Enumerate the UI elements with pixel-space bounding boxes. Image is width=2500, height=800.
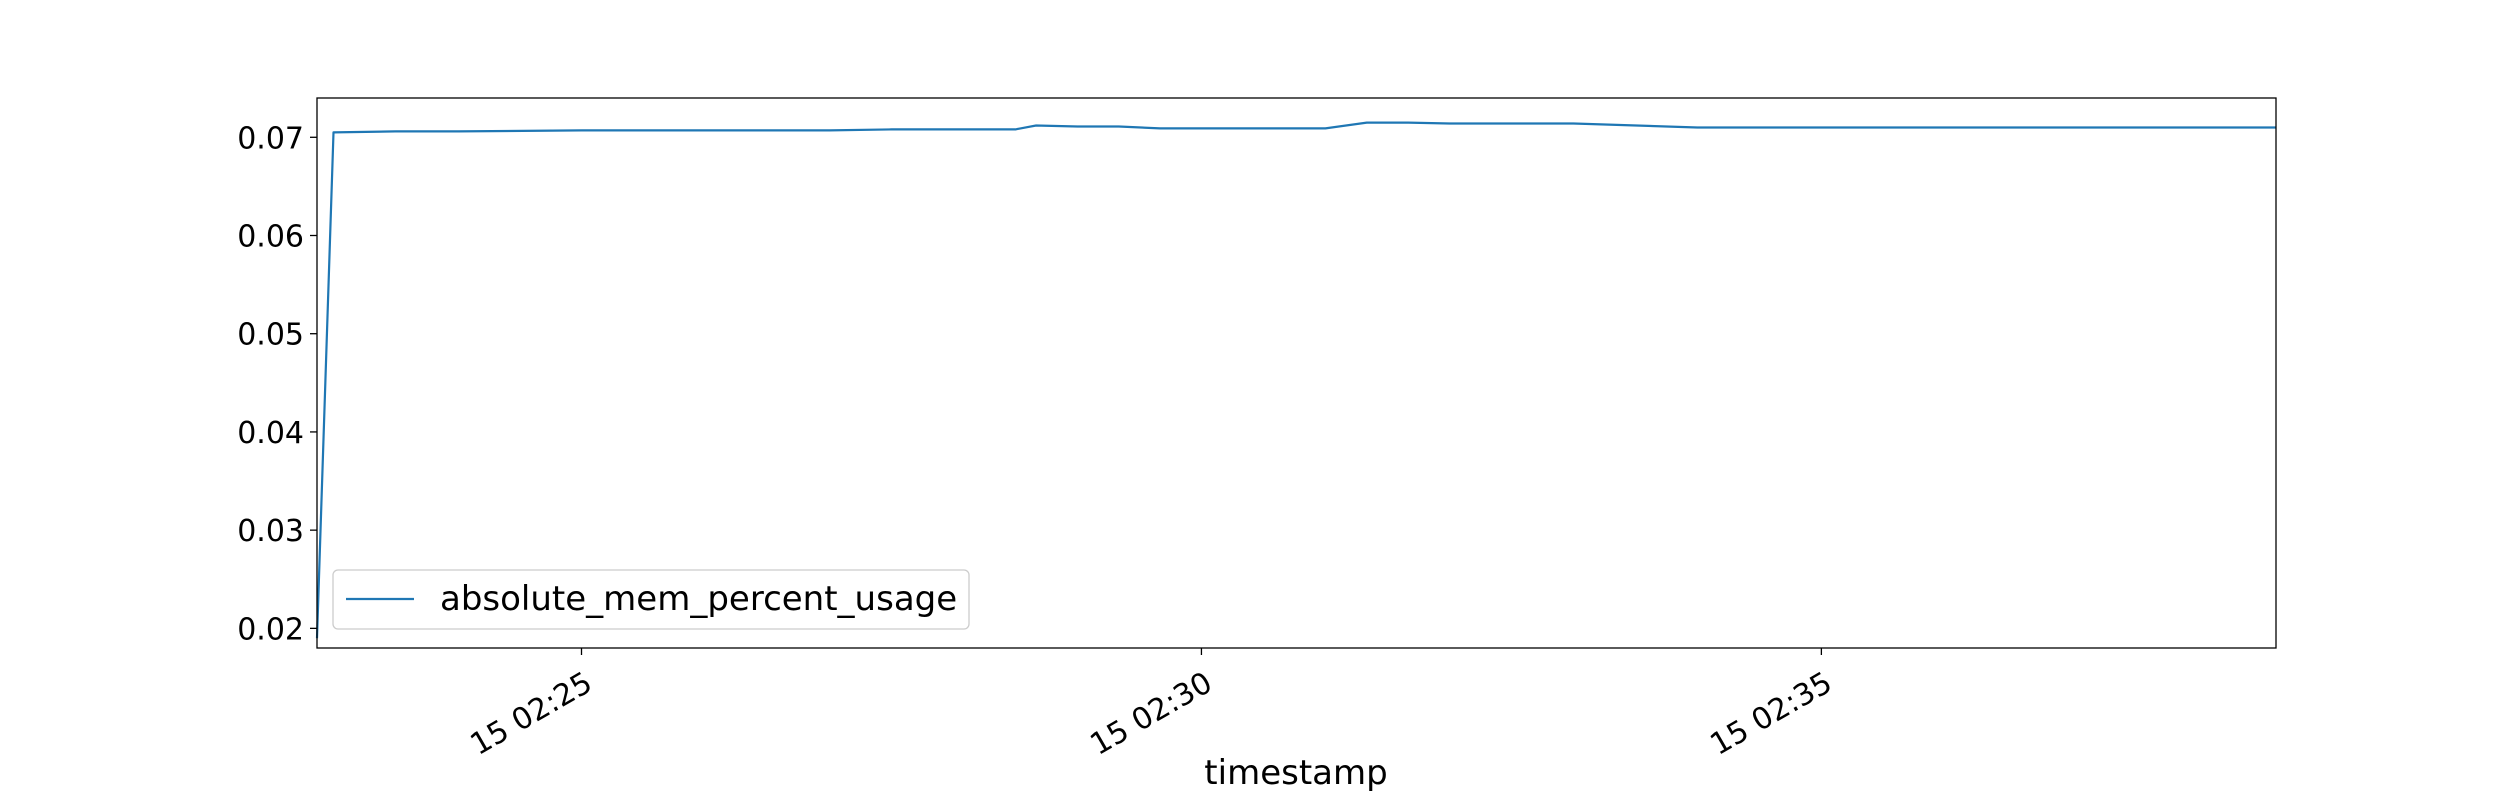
legend-frame	[332, 569, 970, 630]
y-tick-label: 0.05	[237, 318, 304, 353]
x-axis: 15 02:25 15 02:30 15 02:35	[465, 648, 1838, 763]
legend: absolute_mem_percent_usage	[332, 569, 970, 630]
x-axis-label: timestamp	[1204, 753, 1387, 793]
y-tick-label: 0.06	[237, 220, 304, 255]
y-tick-label: 0.04	[237, 416, 304, 451]
legend-entry-label: absolute_mem_percent_usage	[440, 579, 957, 619]
y-axis: 0.02 0.03 0.04 0.05 0.06 0.07	[237, 121, 317, 647]
x-tick-label: 15 02:35	[1704, 665, 1838, 762]
y-tick-label: 0.07	[237, 121, 304, 156]
series-line	[315, 121, 2276, 639]
x-tick-label: 15 02:25	[465, 665, 599, 762]
y-tick-label: 0.03	[237, 514, 304, 549]
x-tick-label: 15 02:30	[1085, 665, 1219, 762]
y-tick-label: 0.02	[237, 612, 304, 647]
plot-frame	[316, 97, 2277, 649]
plot-area	[317, 98, 2276, 648]
